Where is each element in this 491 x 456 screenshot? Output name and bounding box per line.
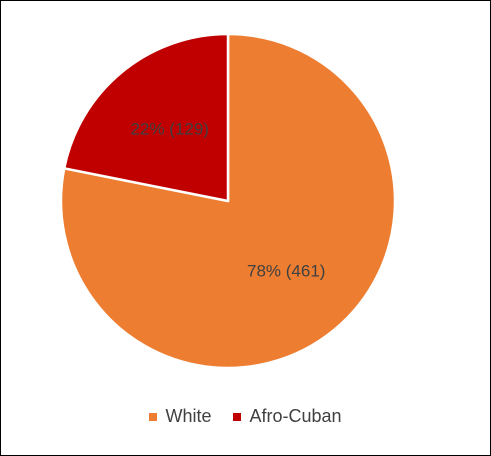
pie-slice-afro-cuban [62, 32, 230, 203]
legend-swatch-white [149, 412, 158, 421]
legend-item-afro-cuban: Afro-Cuban [233, 406, 342, 427]
pie-slice-white [59, 32, 397, 370]
data-label-afro-cuban: 22% (129) [131, 119, 209, 138]
legend-swatch-afro-cuban [233, 412, 242, 421]
legend-label-afro-cuban: Afro-Cuban [249, 406, 342, 426]
legend-item-white: White [149, 406, 211, 427]
data-label-white: 78% (461) [247, 262, 325, 281]
legend-label-white: White [165, 406, 212, 426]
chart-legend: White Afro-Cuban [0, 406, 491, 427]
